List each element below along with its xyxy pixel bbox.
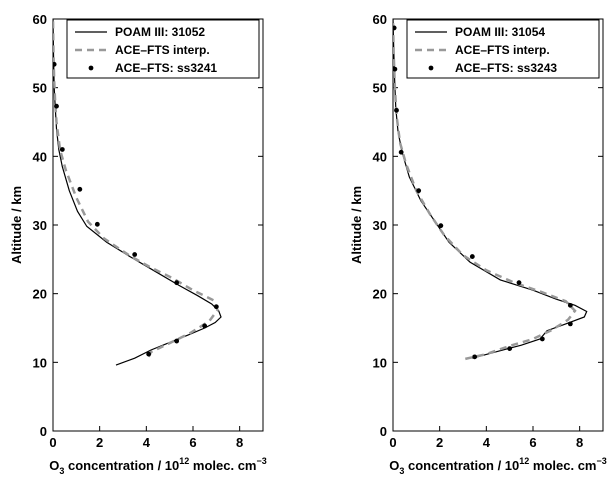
x-axis-label-part: 3 bbox=[59, 466, 64, 476]
data-point bbox=[94, 221, 100, 227]
y-tick-label: 60 bbox=[33, 12, 47, 27]
y-tick-label: 30 bbox=[33, 218, 47, 233]
data-point bbox=[53, 61, 57, 67]
x-tick-label: 4 bbox=[143, 435, 151, 450]
y-tick-label: 30 bbox=[373, 218, 387, 233]
x-tick-label: 4 bbox=[483, 435, 491, 450]
legend-marker-dot bbox=[88, 65, 94, 71]
legend-marker-dot bbox=[428, 65, 434, 71]
data-point bbox=[174, 280, 180, 286]
y-tick-label: 40 bbox=[373, 149, 387, 164]
y-tick-label: 60 bbox=[373, 12, 387, 27]
legend: POAM III: 31052 ACE–FTS interp. ACE–FTS: s… bbox=[66, 19, 260, 79]
data-point bbox=[393, 66, 398, 72]
plot-panel-1: 0 2 4 6 8 0 10 20 30 40 50 60 Altitude / km O3 concen… bbox=[9, 12, 267, 476]
x-tick-label: 0 bbox=[389, 435, 396, 450]
x-axis-label-part: concentration / 10 bbox=[404, 458, 519, 473]
x-tick-label: 8 bbox=[236, 435, 243, 450]
x-tick-label: 8 bbox=[576, 435, 583, 450]
x-axis-label-part: −3 bbox=[256, 456, 266, 466]
data-point bbox=[472, 354, 478, 360]
data-point bbox=[398, 149, 404, 155]
data-point bbox=[393, 25, 397, 31]
y-tick-label: 20 bbox=[33, 287, 47, 302]
data-point bbox=[567, 321, 573, 327]
y-tick-label: 0 bbox=[380, 424, 387, 439]
legend-label: POAM III: 31052 bbox=[115, 25, 205, 39]
x-tick-label: 0 bbox=[49, 435, 56, 450]
x-axis-label-part: O bbox=[389, 458, 399, 473]
data-point bbox=[132, 252, 138, 257]
x-axis-label-part: molec. cm bbox=[189, 458, 256, 473]
data-point bbox=[567, 302, 573, 308]
x-tick-label: 6 bbox=[189, 435, 196, 450]
plot-frame bbox=[52, 18, 264, 432]
data-point bbox=[438, 223, 444, 229]
x-axis-label-part: 12 bbox=[179, 456, 189, 466]
x-axis-label-part: O bbox=[49, 458, 59, 473]
x-axis-label: O3 concentration / 1012 molec. cm−3 bbox=[49, 456, 267, 476]
legend-label: ACE–FTS interp. bbox=[455, 43, 550, 57]
series-line-poam bbox=[53, 19, 222, 366]
data-point bbox=[394, 107, 399, 113]
x-tick-label: 2 bbox=[436, 435, 443, 450]
x-axis-label-part: molec. cm bbox=[529, 458, 596, 473]
data-point bbox=[469, 254, 475, 259]
x-axis-label-part: 12 bbox=[519, 456, 529, 466]
plot-frame bbox=[392, 18, 604, 432]
x-axis-label-part: −3 bbox=[596, 456, 606, 466]
data-point bbox=[174, 338, 180, 344]
data-point bbox=[507, 346, 513, 351]
data-point bbox=[146, 351, 152, 357]
series-line-ace-interp bbox=[393, 19, 577, 361]
y-tick-label: 50 bbox=[33, 81, 47, 96]
data-point bbox=[54, 103, 59, 109]
series-line-ace-interp bbox=[53, 19, 219, 358]
x-tick-label: 6 bbox=[529, 435, 536, 450]
data-point bbox=[516, 280, 522, 286]
legend: POAM III: 31054 ACE–FTS interp. ACE–FTS: s… bbox=[406, 19, 600, 79]
data-point bbox=[539, 336, 545, 342]
legend-label: ACE–FTS: ss3243 bbox=[455, 61, 557, 75]
y-axis-label: Altitude / km bbox=[349, 186, 364, 264]
y-tick-label: 10 bbox=[373, 355, 387, 370]
legend-label: POAM III: 31054 bbox=[455, 25, 545, 39]
data-point bbox=[416, 188, 422, 194]
data-point bbox=[213, 304, 219, 310]
y-tick-label: 20 bbox=[373, 287, 387, 302]
data-point bbox=[77, 186, 83, 192]
legend-label: ACE–FTS interp. bbox=[115, 43, 210, 57]
x-axis-label-part: concentration / 10 bbox=[64, 458, 179, 473]
x-axis-label-part: 3 bbox=[399, 466, 404, 476]
y-axis-label: Altitude / km bbox=[9, 186, 24, 264]
data-point bbox=[59, 147, 65, 152]
y-tick-label: 50 bbox=[373, 81, 387, 96]
data-point bbox=[202, 323, 208, 329]
x-axis-label: O3 concentration / 1012 molec. cm−3 bbox=[389, 456, 607, 476]
plot-panel-2: 0 2 4 6 8 0 10 20 30 40 50 60 Altitude / km O3 concen… bbox=[349, 12, 607, 476]
x-tick-label: 2 bbox=[96, 435, 103, 450]
y-tick-label: 40 bbox=[33, 149, 47, 164]
y-tick-label: 10 bbox=[33, 355, 47, 370]
y-tick-label: 0 bbox=[40, 424, 47, 439]
legend-label: ACE–FTS: ss3241 bbox=[115, 61, 217, 75]
